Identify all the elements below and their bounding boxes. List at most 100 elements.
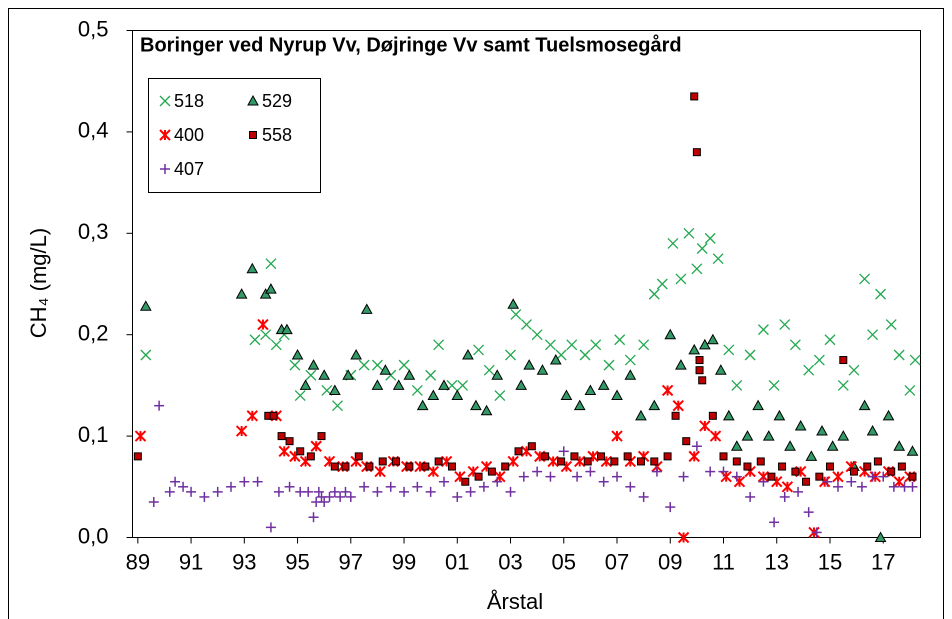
marker-stroke bbox=[411, 385, 423, 396]
x-tick-label: 11 bbox=[712, 549, 735, 574]
x-tick-label: 01 bbox=[445, 549, 469, 574]
data-point bbox=[893, 476, 905, 488]
data-point bbox=[671, 411, 680, 420]
data-point bbox=[560, 389, 573, 401]
data-point bbox=[723, 344, 735, 356]
data-point bbox=[887, 467, 896, 476]
marker-shape bbox=[794, 419, 807, 431]
data-point bbox=[328, 384, 341, 395]
data-point bbox=[651, 466, 662, 477]
marker-stroke bbox=[371, 359, 383, 371]
data-point bbox=[270, 339, 282, 351]
data-point bbox=[269, 411, 278, 420]
data-point bbox=[385, 481, 396, 492]
data-point bbox=[403, 369, 416, 380]
marker-shape bbox=[858, 399, 871, 411]
marker-stroke bbox=[603, 359, 615, 371]
legend-marker bbox=[159, 95, 171, 107]
data-point bbox=[610, 457, 619, 466]
marker-shape bbox=[573, 399, 586, 411]
marker-shape bbox=[360, 303, 373, 314]
marker-shape bbox=[897, 462, 906, 471]
marker-shape bbox=[743, 462, 752, 471]
data-point bbox=[358, 359, 370, 371]
data-point bbox=[474, 472, 483, 481]
data-point bbox=[434, 457, 443, 466]
y-tick-label: 0,4 bbox=[78, 118, 109, 143]
marker-shape bbox=[699, 338, 711, 350]
marker-stroke bbox=[712, 253, 724, 265]
data-point bbox=[744, 349, 756, 361]
data-point bbox=[743, 462, 752, 471]
data-point bbox=[832, 481, 843, 492]
marker-stroke bbox=[723, 344, 735, 356]
marker-shape bbox=[277, 432, 286, 441]
data-point bbox=[690, 92, 699, 101]
x-tick-label: 99 bbox=[392, 549, 416, 574]
marker-shape bbox=[515, 379, 528, 390]
marker-shape bbox=[624, 369, 637, 380]
data-point bbox=[762, 430, 775, 441]
data-point bbox=[665, 502, 676, 513]
data-point bbox=[332, 400, 343, 412]
marker-shape bbox=[536, 364, 549, 375]
data-point bbox=[803, 364, 815, 376]
legend-marker bbox=[159, 129, 171, 141]
marker-shape bbox=[557, 457, 566, 466]
data-point bbox=[612, 471, 623, 482]
data-point bbox=[858, 399, 871, 411]
y-axis-label: CH₄ (mg/L) bbox=[26, 228, 51, 338]
data-point bbox=[698, 376, 707, 385]
data-point bbox=[730, 440, 743, 451]
data-point bbox=[779, 491, 790, 502]
data-point bbox=[319, 497, 330, 508]
data-point bbox=[882, 409, 895, 421]
data-point bbox=[624, 369, 637, 380]
data-point bbox=[648, 288, 660, 300]
legend-label: 558 bbox=[262, 125, 292, 145]
marker-shape bbox=[908, 472, 917, 481]
marker-shape bbox=[866, 425, 879, 436]
data-point bbox=[340, 486, 351, 497]
marker-shape bbox=[259, 288, 272, 299]
data-point bbox=[510, 308, 522, 320]
data-point bbox=[536, 364, 549, 375]
legend-label: 400 bbox=[174, 125, 204, 145]
marker-shape bbox=[874, 531, 887, 542]
marker-stroke bbox=[768, 379, 780, 391]
marker-shape bbox=[541, 452, 550, 461]
marker-stroke bbox=[731, 379, 743, 391]
marker-stroke bbox=[566, 339, 578, 351]
marker-stroke bbox=[696, 243, 708, 254]
marker-shape bbox=[597, 452, 606, 461]
x-axis-label: Årstal bbox=[487, 589, 543, 614]
data-point bbox=[846, 476, 857, 487]
marker-shape bbox=[873, 457, 882, 466]
marker-shape bbox=[688, 343, 701, 355]
marker-stroke bbox=[457, 379, 469, 391]
data-point bbox=[691, 263, 703, 275]
marker-stroke bbox=[289, 359, 301, 371]
data-point bbox=[773, 409, 786, 421]
data-point bbox=[329, 486, 340, 497]
marker-shape bbox=[714, 364, 727, 375]
data-point bbox=[374, 465, 386, 478]
marker-stroke bbox=[159, 95, 171, 107]
data-point bbox=[625, 481, 636, 492]
marker-shape bbox=[405, 462, 414, 471]
marker-shape bbox=[392, 379, 405, 390]
data-point bbox=[335, 491, 346, 502]
data-point bbox=[811, 527, 822, 538]
marker-stroke bbox=[893, 349, 905, 361]
data-point bbox=[259, 288, 272, 299]
marker-shape bbox=[328, 384, 341, 395]
data-point bbox=[281, 323, 293, 335]
marker-shape bbox=[291, 348, 304, 360]
marker-shape bbox=[371, 379, 384, 390]
marker-stroke bbox=[590, 339, 602, 351]
data-point bbox=[317, 432, 326, 441]
data-point bbox=[741, 430, 754, 441]
data-point bbox=[265, 283, 277, 294]
marker-stroke bbox=[757, 324, 769, 336]
data-point bbox=[636, 457, 645, 466]
